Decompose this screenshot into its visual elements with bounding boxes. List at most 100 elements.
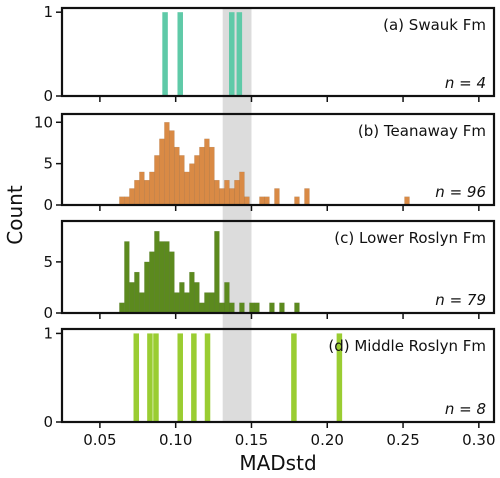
y-axis-label: Count (3, 185, 27, 245)
panel-frame (60, 327, 496, 424)
histogram-bar (154, 231, 160, 314)
panel-c: 05 (c) Lower Roslyn Fmn = 79 (43, 219, 496, 322)
histogram-bar (177, 12, 183, 97)
histogram-bar (229, 188, 235, 206)
histogram-bar (214, 179, 220, 206)
x-tick-label: 0.30 (462, 431, 495, 449)
histogram-bar (179, 155, 185, 206)
histogram-bar (164, 122, 170, 206)
histogram-bar (133, 333, 140, 422)
histogram-bar (199, 302, 205, 314)
histogram-bar (144, 261, 150, 314)
histogram-bar (129, 188, 135, 206)
y-tick-label: 0 (43, 413, 53, 431)
panel-c-n-label: n = 79 (435, 291, 486, 309)
histogram-bar (149, 251, 155, 314)
histogram-bar (274, 188, 280, 206)
histogram-bar (159, 241, 165, 314)
histogram-bar (184, 292, 190, 314)
panel-a-label: (a) Swauk Fm (383, 16, 486, 34)
histogram-bar (194, 282, 200, 314)
histogram-bar (149, 171, 155, 206)
x-axis-label: MADstd (239, 451, 316, 475)
histogram-bar (229, 12, 235, 97)
histogram-bar (234, 179, 240, 206)
histogram-bar (209, 146, 215, 206)
histogram-bar (224, 282, 230, 314)
histogram-bar (129, 282, 135, 314)
panel-c-bars (119, 231, 300, 314)
histogram-bar (279, 302, 285, 314)
histogram-bar (124, 241, 130, 314)
panel-a-y-ticks: 01 (43, 3, 62, 105)
histogram-bar (204, 333, 211, 422)
panel-b-label: (b) Teanaway Fm (358, 122, 486, 140)
histogram-bar (239, 171, 245, 206)
histogram-bar (204, 292, 210, 314)
panel-frame (60, 112, 496, 207)
panel-b: 0 5 10 (b) Teanaway Fm n = 96 (34, 112, 496, 214)
histogram-bar (249, 302, 255, 314)
x-tick-label: 0.20 (311, 431, 344, 449)
y-tick-label: 1 (43, 324, 53, 342)
histogram-bar (139, 171, 145, 206)
histogram-bar (194, 155, 200, 206)
histogram-bar (174, 292, 180, 314)
histogram-bar (153, 333, 159, 422)
histogram-bar (154, 155, 160, 206)
histogram-bar (336, 333, 343, 422)
panel-d: 01 (d) Middle Roslyn Fmn = 8 (43, 324, 496, 431)
panel-d-bars (133, 333, 343, 422)
y-tick-label: 0 (43, 304, 53, 322)
histogram-bar (254, 302, 260, 314)
histogram-bar (269, 302, 275, 314)
histogram-bar (229, 302, 235, 314)
histogram-bar (214, 231, 220, 314)
histogram-bar (304, 188, 310, 206)
histogram-bar (147, 333, 153, 422)
panel-c-label: (c) Lower Roslyn Fm (334, 229, 486, 247)
histogram-bar (404, 196, 410, 206)
histogram-bar (189, 271, 195, 314)
histogram-bar (224, 179, 230, 206)
panel-frame (60, 219, 496, 315)
x-tick-label: 0.15 (235, 431, 268, 449)
histogram-bar (119, 302, 125, 314)
histogram-bar (164, 241, 170, 314)
histogram-bar (191, 333, 197, 422)
histogram-bar (189, 163, 195, 206)
histogram-bar (184, 171, 190, 206)
histogram-bar (199, 146, 205, 206)
histogram-bar (219, 302, 225, 314)
y-tick-label: 5 (43, 155, 53, 173)
y-tick-label: 10 (34, 113, 53, 131)
panel-a: 01 (a) Swauk Fmn = 4 (43, 3, 496, 105)
histogram-bar (244, 196, 250, 206)
histogram-bar (219, 188, 225, 206)
panel-a-bars (162, 12, 243, 97)
histogram-bar (159, 138, 165, 206)
x-tick-label: 0.10 (159, 431, 192, 449)
histogram-bar (119, 196, 125, 206)
histogram-bar (179, 282, 185, 314)
y-tick-label: 5 (43, 253, 53, 271)
panel-b-n-label: n = 96 (435, 183, 486, 201)
histogram-bar (169, 130, 175, 206)
panel-d-y-ticks: 01 (43, 324, 62, 431)
histogram-bar (294, 302, 300, 314)
x-tick-label: 0.25 (386, 431, 419, 449)
histogram-bar (204, 138, 210, 206)
histogram-bar (134, 271, 140, 314)
panel-b-y-ticks: 0 5 10 (34, 113, 62, 214)
y-tick-label: 1 (43, 3, 53, 21)
histogram-bar (209, 292, 215, 314)
panel-c-y-ticks: 05 (43, 253, 62, 322)
y-tick-label: 0 (43, 196, 53, 214)
x-tick-label: 0.05 (83, 431, 116, 449)
histogram-bar (291, 333, 297, 422)
histogram-bar (134, 179, 140, 206)
histogram-bar (139, 292, 145, 314)
panel-d-label: (d) Middle Roslyn Fm (328, 337, 486, 355)
histogram-bar (236, 12, 243, 97)
histogram-bar (177, 333, 183, 422)
